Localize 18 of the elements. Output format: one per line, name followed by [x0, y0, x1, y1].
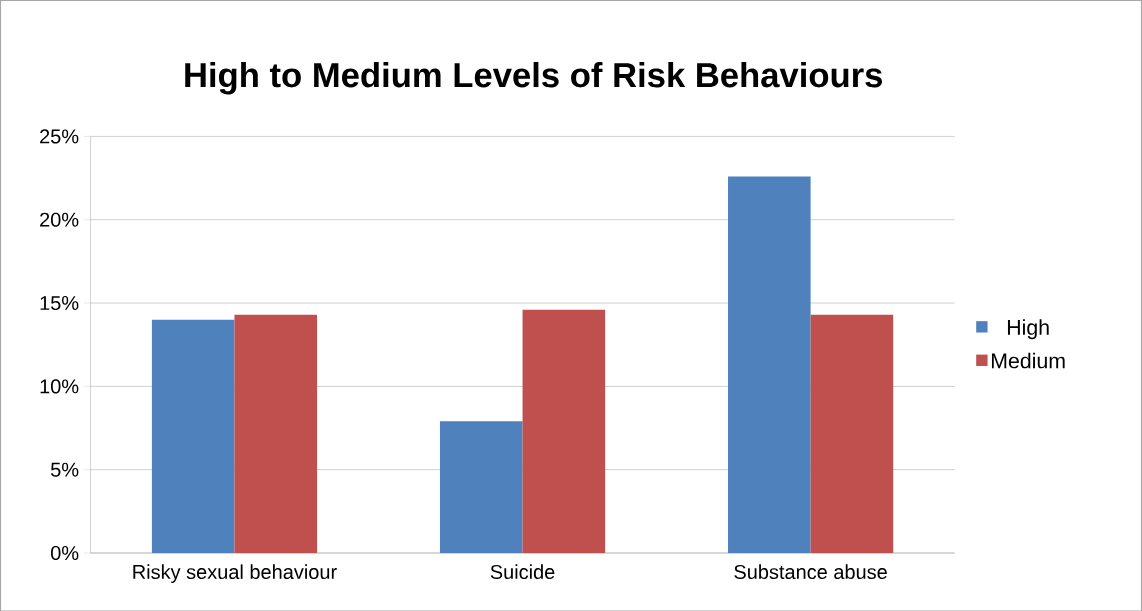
y-tick-label: 25% [40, 129, 79, 144]
bar [728, 176, 811, 553]
x-tick-label: Risky sexual behaviour [133, 564, 337, 583]
bar [522, 309, 606, 553]
legend-label: Medium [991, 352, 1065, 369]
bar [234, 314, 318, 553]
bar [810, 314, 894, 553]
chart-title: High to Medium Levels of Risk Behaviours [185, 61, 882, 95]
y-tick-label: 5% [51, 462, 79, 477]
y-tick-label: 20% [40, 212, 79, 227]
bar [439, 421, 523, 553]
bar [151, 319, 235, 553]
x-tick-label: Suicide [490, 564, 555, 579]
y-tick-label: 0% [50, 545, 79, 560]
x-tick-label: Substance abuse [734, 564, 887, 579]
y-tick-label: 15% [40, 295, 79, 310]
legend-label: High [1007, 319, 1049, 339]
y-tick-label: 10% [40, 379, 79, 394]
